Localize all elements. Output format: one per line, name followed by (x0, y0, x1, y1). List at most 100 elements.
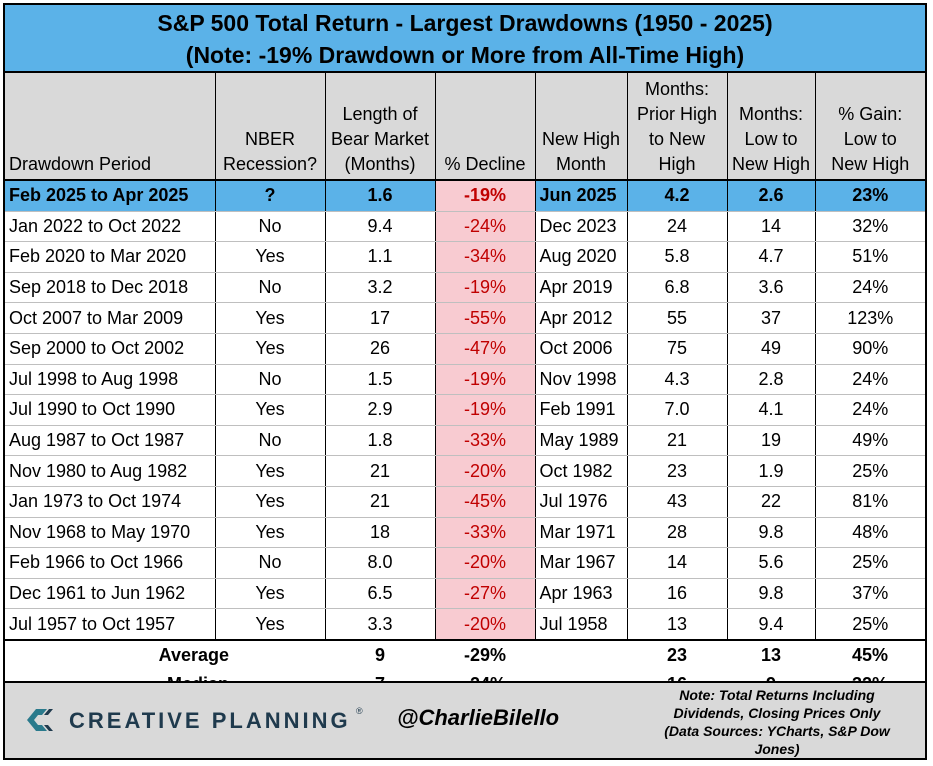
col-nber-recession-header: NBER Recession? (214, 73, 325, 181)
drawdown-period-cell: Feb 2025 to Apr 2025 (5, 180, 215, 212)
drawdown-period-cell: Feb 2020 to Mar 2020 (5, 241, 215, 273)
header-label-line: to New (648, 129, 706, 149)
drawdown-period-cell: Nov 1968 to May 1970 (5, 517, 215, 549)
bear-length-cell: 6.5 (324, 578, 435, 610)
percent-decline-cell: -19% (434, 180, 535, 212)
percent-gain-cell: 49% (814, 425, 925, 457)
table-row: Jan 1973 to Oct 1974 Yes 21 -45% Jul 1976 43 2… (5, 486, 925, 518)
percent-gain-summary-cell: 45% (815, 639, 925, 670)
header-row: Drawdown Period NBER Recession? Length of Be… (5, 73, 925, 181)
table-row: Feb 1966 to Oct 1966 No 8.0 -20% Mar 1967 14 5… (5, 547, 925, 579)
header-label-line: New High (831, 154, 910, 174)
table-row: Jan 2022 to Oct 2022 No 9.4 -24% Dec 2023 24 1… (5, 211, 925, 243)
percent-decline-cell: -47% (434, 333, 535, 365)
bear-length-cell: 1.1 (324, 241, 435, 273)
months-prior-to-new-cell: 24 (626, 211, 727, 243)
percent-decline-cell: -19% (434, 272, 535, 304)
source-note-line: Note: Total Returns Including (679, 687, 875, 703)
source-note-line: Dividends, Closing Prices Only (673, 705, 881, 721)
percent-decline-cell: -55% (434, 302, 535, 334)
nber-recession-cell: Yes (214, 578, 325, 610)
months-prior-to-new-cell: 6.8 (626, 272, 727, 304)
percent-gain-cell: 24% (814, 364, 925, 396)
source-note-line: (Data Sources: YCharts, S&P Dow (664, 723, 890, 739)
page-subtitle: (Note: -19% Drawdown or More from All-Ti… (185, 42, 745, 68)
months-prior-to-new-cell: 5.8 (626, 241, 727, 273)
months-low-to-new-cell: 1.9 (726, 455, 815, 487)
new-high-month-cell: Oct 2006 (534, 333, 627, 365)
months-low-to-new-cell: 9.8 (726, 517, 815, 549)
months-prior-to-new-cell: 21 (626, 425, 727, 457)
empty-summary-cell (535, 639, 627, 670)
brand-name: CREATIVE PLANNING (69, 708, 351, 733)
header-label-line: Low to (744, 129, 798, 149)
header-label-line: NBER (244, 129, 295, 149)
percent-gain-cell: 81% (814, 486, 925, 518)
summary-label: Average (5, 639, 325, 670)
months-low-to-new-cell: 37 (726, 302, 815, 334)
summary-row: Average 9 -29% 23 13 45% (5, 639, 925, 670)
page-title: S&P 500 Total Return - Largest Drawdowns… (157, 10, 773, 36)
percent-gain-cell: 48% (814, 517, 925, 549)
table-row: Oct 2007 to Mar 2009 Yes 17 -55% Apr 2012 55 3… (5, 302, 925, 334)
months-low-to-new-cell: 9.4 (726, 608, 815, 641)
header-label-line: Prior High (636, 104, 718, 124)
source-note-line: Jones) (754, 741, 800, 757)
table-row: Sep 2000 to Oct 2002 Yes 26 -47% Oct 2006 75 4… (5, 333, 925, 365)
header-label-line: Drawdown Period (9, 154, 152, 174)
nber-recession-cell: No (214, 211, 325, 243)
new-high-month-cell: Aug 2020 (534, 241, 627, 273)
new-high-month-cell: Apr 2019 (534, 272, 627, 304)
col-new-high-month-header: New High Month (534, 73, 627, 181)
title-band: S&P 500 Total Return - Largest Drawdowns… (5, 5, 925, 73)
col-months-prior-to-new-header: Months: Prior High to New High (626, 73, 727, 181)
percent-decline-cell: -20% (434, 608, 535, 641)
bear-length-cell: 1.6 (324, 180, 435, 212)
bear-length-cell: 21 (324, 486, 435, 518)
bear-length-cell: 9.4 (324, 211, 435, 243)
months-low-to-new-cell: 2.8 (726, 364, 815, 396)
months-prior-to-new-cell: 4.3 (626, 364, 727, 396)
new-high-month-cell: Apr 1963 (534, 578, 627, 610)
header-label-line: Bear Market (330, 129, 430, 149)
percent-decline-cell: -33% (434, 425, 535, 457)
percent-decline-cell: -20% (434, 455, 535, 487)
col-percent-gain-header: % Gain: Low to New High (814, 73, 925, 181)
new-high-month-cell: Jul 1976 (534, 486, 627, 518)
bear-length-cell: 3.2 (324, 272, 435, 304)
nber-recession-cell: Yes (214, 486, 325, 518)
nber-recession-cell: Yes (214, 517, 325, 549)
new-high-month-cell: Apr 2012 (534, 302, 627, 334)
months-prior-to-new-cell: 7.0 (626, 394, 727, 426)
footer: CREATIVE PLANNING ® @CharlieBilello Note… (5, 681, 925, 758)
bear-length-cell: 1.8 (324, 425, 435, 457)
drawdown-period-cell: Nov 1980 to Aug 1982 (5, 455, 215, 487)
nber-recession-cell: Yes (214, 241, 325, 273)
drawdown-period-cell: Jul 1998 to Aug 1998 (5, 364, 215, 396)
header-label-line: Low to (843, 129, 897, 149)
table-row: Jul 1957 to Oct 1957 Yes 3.3 -20% Jul 1958 13… (5, 608, 925, 641)
table-row: Feb 2025 to Apr 2025? 1.6 -19% Jun 2025 4.2 2… (5, 180, 925, 212)
percent-gain-cell: 24% (814, 272, 925, 304)
table-row: Nov 1980 to Aug 1982 Yes 21 -20% Oct 1982 23 1… (5, 455, 925, 487)
percent-decline-cell: -19% (434, 394, 535, 426)
bear-length-summary-cell: 9 (325, 639, 435, 670)
bear-length-cell: 3.3 (324, 608, 435, 641)
percent-decline-cell: -20% (434, 547, 535, 579)
percent-decline-cell: -19% (434, 364, 535, 396)
months-low-to-new-summary-cell: 13 (727, 639, 815, 670)
header-label-line: % Gain: (838, 104, 903, 124)
new-high-month-cell: Nov 1998 (534, 364, 627, 396)
months-prior-to-new-cell: 13 (626, 608, 727, 641)
col-percent-decline-header: % Decline (434, 73, 535, 181)
percent-decline-cell: -33% (434, 517, 535, 549)
source-note: Note: Total Returns Including Dividends,… (635, 686, 919, 758)
header-label-line: Months: (644, 79, 710, 99)
months-low-to-new-cell: 14 (726, 211, 815, 243)
table-row: Nov 1968 to May 1970 Yes 18 -33% Mar 1971 28 9… (5, 517, 925, 549)
new-high-month-cell: Dec 2023 (534, 211, 627, 243)
table-row: Sep 2018 to Dec 2018 No 3.2 -19% Apr 2019 6.8… (5, 272, 925, 304)
bear-length-cell: 8.0 (324, 547, 435, 579)
drawdown-period-cell: Jan 2022 to Oct 2022 (5, 211, 215, 243)
table-row: Dec 1961 to Jun 1962 Yes 6.5 -27% Apr 1963 16… (5, 578, 925, 610)
